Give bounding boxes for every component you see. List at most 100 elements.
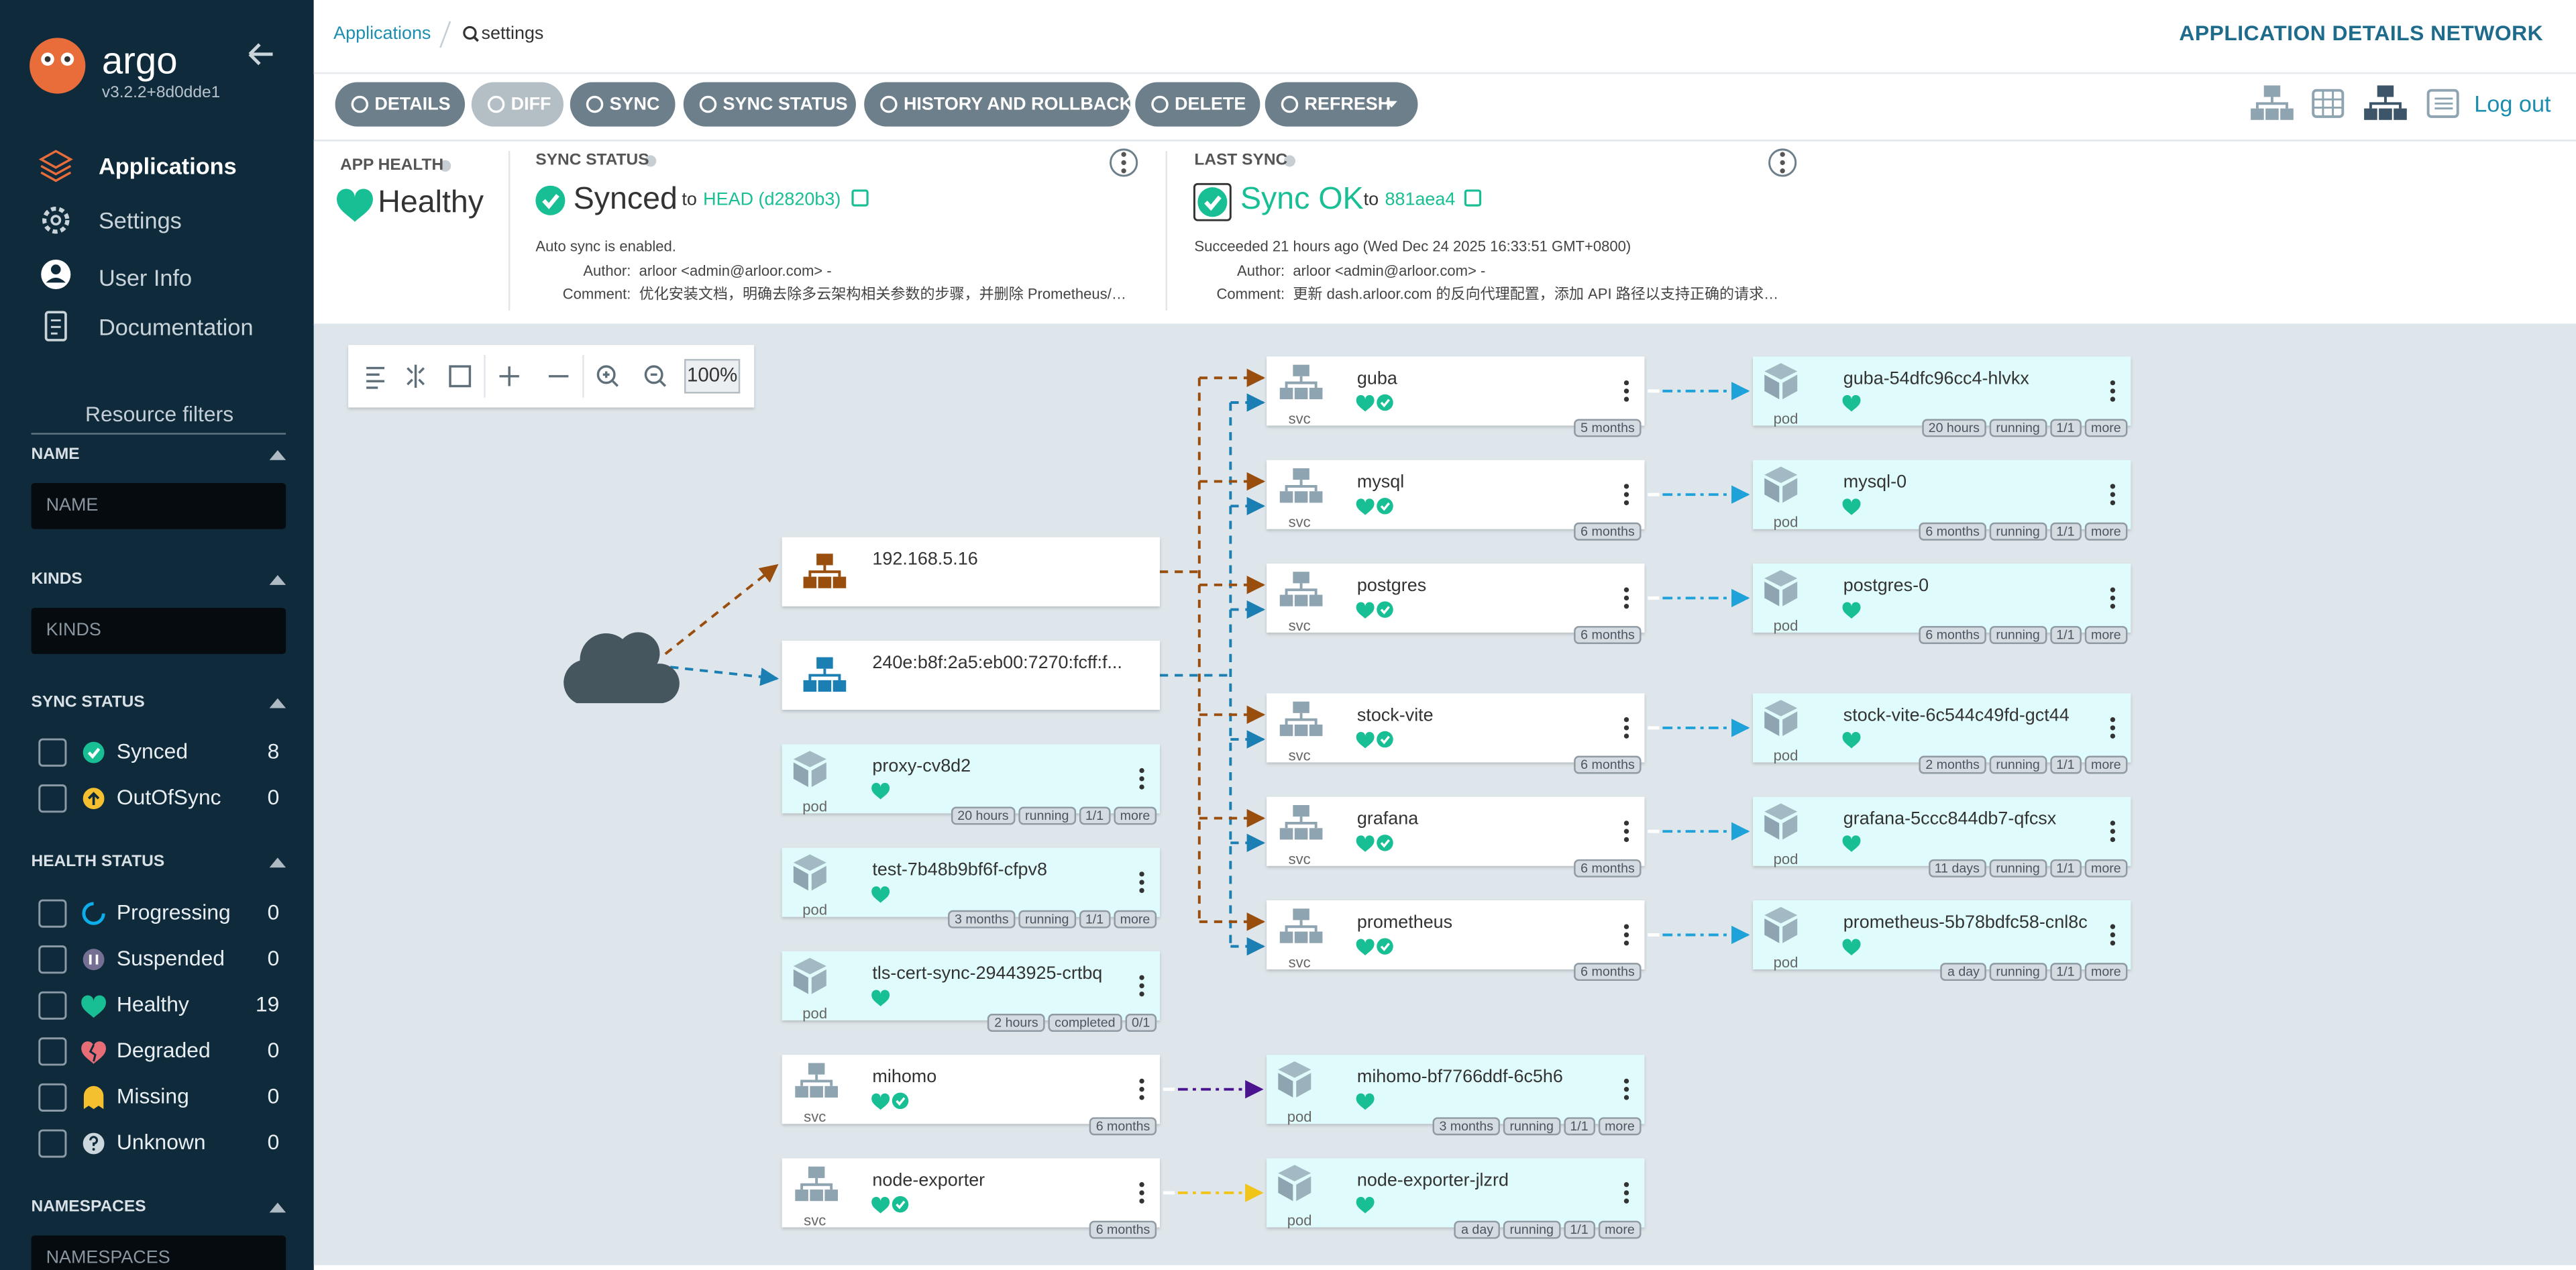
resource-node[interactable] (1753, 796, 2131, 866)
node-kind: svc (1288, 954, 1311, 971)
resource-node[interactable] (1267, 1055, 1645, 1124)
button-label[interactable]: HISTORY AND ROLLBACK (903, 94, 1133, 114)
node-kind: svc (1288, 514, 1311, 531)
input-placeholder[interactable]: NAME (46, 495, 99, 516)
node-tag: 6 months (1089, 1220, 1157, 1239)
node-tags: 6 months (1574, 859, 1642, 878)
sync-icon-check (87, 747, 101, 759)
button-label[interactable]: SYNC STATUS (722, 94, 848, 114)
menu-dot (1623, 484, 1629, 489)
view-toggle[interactable] (2426, 89, 2459, 118)
revision-link[interactable]: HEAD (d2820b3) (703, 190, 841, 210)
breadcrumb-link[interactable]: Applications (333, 23, 431, 44)
menu-button[interactable] (1768, 148, 1797, 177)
panel-note: Succeeded 21 hours ago (Wed Dec 24 2025 … (1194, 237, 1631, 255)
resource-node[interactable] (782, 847, 1160, 917)
button-label[interactable]: SYNC (609, 94, 660, 114)
tree-icon (1293, 701, 1309, 713)
checkbox[interactable] (38, 738, 67, 767)
button-label[interactable]: DETAILS (374, 94, 451, 114)
resource-node[interactable] (1267, 796, 1645, 866)
node-tag: 0/1 (1125, 1014, 1157, 1032)
sync-icon-check (1380, 735, 1390, 745)
zoom-level-box (684, 359, 741, 394)
checkbox[interactable] (38, 991, 67, 1020)
node-tag: running (1989, 522, 2047, 541)
resource-node[interactable] (1753, 356, 2131, 426)
tree-icon (1309, 491, 1323, 503)
tree-icon (818, 576, 832, 588)
checkbox[interactable] (38, 1083, 67, 1112)
tree-icon (803, 680, 817, 692)
resource-node[interactable] (1267, 900, 1645, 969)
input-placeholder[interactable]: NAMESPACES (46, 1248, 170, 1268)
resource-node[interactable] (1267, 693, 1645, 763)
toolbar-icon (366, 366, 385, 389)
edge (1159, 403, 1232, 947)
resource-node[interactable] (1753, 564, 2131, 633)
input-placeholder[interactable]: KINDS (46, 620, 101, 641)
menu-dot (1623, 821, 1629, 826)
resource-node[interactable] (1267, 460, 1645, 529)
menu-dot (2110, 725, 2116, 731)
resource-node[interactable] (782, 537, 1160, 606)
resource-node[interactable] (1753, 693, 2131, 763)
resource-node[interactable] (1753, 460, 2131, 529)
resource-node[interactable] (1267, 564, 1645, 633)
checkbox[interactable] (38, 899, 67, 928)
tree-icon (1294, 828, 1308, 840)
resource-node[interactable] (782, 1158, 1160, 1228)
revision-link[interactable]: 881aea4 (1385, 190, 1456, 210)
sync-icon-check (1380, 606, 1390, 615)
nav-item[interactable]: Applications (98, 152, 237, 179)
toolbar-button[interactable] (864, 82, 1130, 127)
view-toggle (2434, 97, 2453, 110)
tree-icon (816, 553, 833, 566)
status-icon (83, 949, 105, 971)
node-tag: 6 months (1089, 1117, 1157, 1136)
tree-icon (1285, 920, 1318, 932)
checkbox[interactable] (38, 1129, 67, 1158)
logout-link[interactable]: Log out (2474, 90, 2551, 117)
menu-button[interactable] (1110, 148, 1138, 177)
resource-node[interactable] (782, 744, 1160, 814)
resource-node[interactable] (1753, 900, 2131, 969)
resource-node[interactable] (1267, 356, 1645, 426)
node-tag: 6 months (1574, 963, 1642, 982)
panel-title: APP HEALTH (339, 156, 444, 175)
node-label: proxy-cv8d2 (872, 757, 971, 777)
status-panel (313, 140, 2576, 325)
view-toggle[interactable] (2312, 89, 2345, 118)
filter-title: KINDS (31, 570, 83, 589)
toolbar-button[interactable] (471, 82, 564, 127)
resource-node[interactable] (782, 641, 1160, 710)
node-tag: 6 months (1574, 626, 1642, 645)
menu-dot (1623, 1087, 1629, 1092)
resource-node[interactable] (782, 1055, 1160, 1124)
checkbox[interactable] (38, 784, 67, 813)
toolbar-button[interactable] (335, 82, 466, 127)
checkbox[interactable] (38, 945, 67, 974)
logo-text: argo (101, 39, 178, 82)
checkbox[interactable] (38, 1037, 67, 1066)
toolbar-button[interactable] (683, 82, 856, 127)
toolbar-button[interactable] (1265, 82, 1418, 127)
resource-node[interactable] (782, 951, 1160, 1020)
button-label[interactable]: DELETE (1175, 94, 1246, 114)
status-icon (92, 1148, 95, 1151)
filter-label: Healthy (116, 992, 189, 1016)
node-label: node-exporter-jlzrd (1356, 1171, 1509, 1191)
node-tags: a day running 1/1 more (1941, 963, 2128, 982)
nav-item[interactable]: User Info (98, 264, 193, 291)
node-tags: 11 days running 1/1 more (1927, 859, 2128, 878)
node-tag: running (1018, 910, 1076, 929)
nav-item[interactable]: Documentation (98, 313, 254, 340)
tree-icon (1293, 805, 1309, 817)
toolbar-button[interactable] (1135, 82, 1260, 127)
node-tag: 1/1 (1079, 806, 1110, 825)
button-label[interactable]: DIFF (511, 94, 551, 114)
nav-item[interactable]: Settings (98, 207, 182, 233)
resource-node[interactable] (1267, 1158, 1645, 1228)
toolbar-button[interactable] (570, 82, 676, 127)
button-label[interactable]: REFRESH (1304, 94, 1391, 114)
